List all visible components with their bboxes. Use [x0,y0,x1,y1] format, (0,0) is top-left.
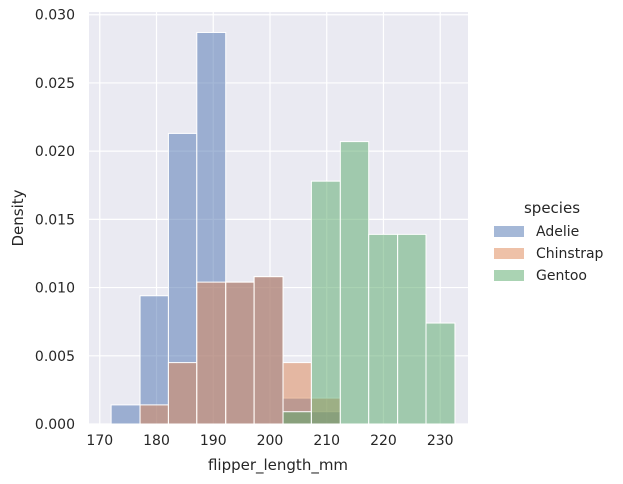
legend-label-adelie: Adelie [536,224,579,240]
bar-gentoo [310,180,341,425]
y-tick-label: 0.020 [35,144,75,160]
bars [110,31,456,425]
x-tick-label: 230 [427,433,454,449]
bar-chinstrap [253,276,284,425]
legend-items: Adelie Chinstrap Gentoo [494,224,604,284]
x-tick-label: 180 [143,433,170,449]
bar-chinstrap [167,362,198,425]
x-tick-label: 210 [313,433,340,449]
legend-swatch-gentoo [494,270,524,281]
y-axis-label: Density [9,189,27,246]
bar-gentoo [397,233,427,425]
y-tick-label: 0.015 [35,212,75,228]
y-tick-label: 0.000 [35,417,75,433]
bar-chinstrap [196,281,227,425]
y-tick-label: 0.005 [35,349,75,365]
legend-swatch-chinstrap [494,248,524,259]
y-tick-label: 0.010 [35,281,75,297]
legend-swatch-adelie [494,226,524,237]
bar-adelie [139,295,169,425]
x-tick-label: 200 [257,433,284,449]
legend-label-gentoo: Gentoo [536,268,587,284]
x-tick-label: 170 [86,433,113,449]
x-axis-label: flipper_length_mm [208,456,348,475]
legend: species Adelie Chinstrap Gentoo [494,199,604,284]
y-axis-ticks: 0.000 0.005 0.010 0.015 0.020 0.025 0.030 [35,8,75,433]
legend-title: species [524,199,580,217]
y-tick-label: 0.030 [35,8,75,24]
bar-gentoo [339,141,370,425]
bar-gentoo [368,233,399,425]
x-tick-label: 220 [370,433,397,449]
bar-chinstrap [225,281,255,425]
x-axis-ticks: 170 180 190 200 210 220 230 [86,433,453,449]
bar-chinstrap [139,404,169,425]
y-tick-label: 0.025 [35,76,75,92]
bar-gentoo [425,322,456,425]
x-tick-label: 190 [200,433,227,449]
legend-label-chinstrap: Chinstrap [536,246,604,262]
bar-gentoo [282,411,312,425]
bar-adelie [110,404,141,425]
